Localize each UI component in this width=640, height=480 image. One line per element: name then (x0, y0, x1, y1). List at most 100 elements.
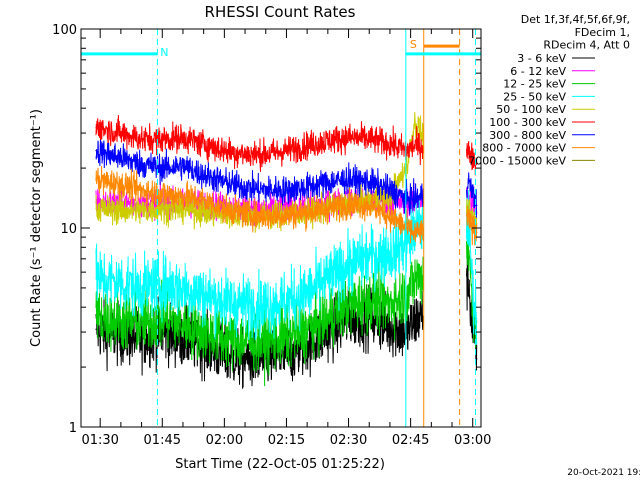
data-point (368, 300, 370, 302)
data-point (285, 150, 288, 152)
data-point (265, 208, 267, 210)
data-point (389, 302, 391, 304)
data-point (161, 167, 163, 169)
data-point (244, 213, 246, 215)
data-point (327, 279, 329, 281)
data-point (161, 138, 163, 140)
data-point (120, 184, 122, 186)
data-point (223, 337, 225, 339)
x-tick-label: 02:00 (206, 433, 243, 448)
data-point (141, 287, 143, 289)
data-point (389, 143, 391, 145)
data-point (203, 210, 205, 213)
data-point (244, 153, 246, 155)
data-point (223, 181, 225, 183)
flag-label-0: N (160, 46, 168, 59)
data-point (476, 163, 478, 165)
data-point (306, 144, 308, 146)
data-point (244, 358, 246, 360)
data-point (141, 337, 143, 339)
x-tick-label: 02:45 (392, 433, 429, 448)
data-point (182, 287, 184, 289)
data-point (95, 315, 97, 317)
data-point (347, 203, 350, 205)
data-point (472, 331, 474, 333)
data-point (347, 304, 350, 306)
data-point (327, 140, 329, 142)
legend-entry-label: 12 - 25 keV (503, 78, 566, 91)
data-point (414, 279, 416, 281)
flag-label-2: S (410, 38, 417, 51)
x-tick-label: 01:45 (144, 433, 181, 448)
data-point (414, 144, 416, 146)
data-point (265, 189, 267, 191)
timestamp: 20-Oct-2021 19:25 (567, 468, 640, 478)
y-tick-label: 10 (60, 222, 77, 237)
data-point (468, 279, 470, 281)
data-point (285, 300, 288, 302)
data-point (306, 328, 308, 330)
series-line-7-0 (95, 165, 425, 244)
legend-entry-label: 300 - 800 keV (489, 129, 566, 142)
data-point (182, 136, 184, 139)
series-line-5-0 (95, 114, 425, 172)
data-point (182, 323, 184, 325)
data-point (468, 219, 470, 221)
data-point (389, 215, 391, 217)
data-point (306, 186, 308, 188)
legend-entry-label: 800 - 7000 keV (482, 142, 566, 155)
data-point (414, 198, 416, 200)
data-point (414, 233, 416, 235)
data-point (223, 300, 225, 302)
legend-entry-label: 50 - 100 keV (496, 103, 566, 116)
y-axis-label: Count Rate (s⁻¹ detector segment⁻¹) (29, 109, 44, 347)
data-point (161, 193, 163, 195)
data-point (161, 208, 163, 210)
data-point (472, 287, 474, 289)
data-point (95, 277, 97, 279)
legend-entry-label: 100 - 300 keV (489, 116, 566, 129)
data-point (203, 294, 205, 296)
data-point (468, 181, 470, 183)
data-point (161, 283, 163, 286)
x-tick-label: 02:15 (268, 433, 305, 448)
data-point (285, 214, 288, 216)
data-point (389, 189, 391, 191)
legend-header-line: RDecim 4, Att 0 (543, 39, 630, 52)
data-point (141, 210, 143, 212)
data-point (203, 143, 205, 145)
legend: Det 1f,3f,4f,5f,6f,9f,FDecim 1,RDecim 4,… (468, 13, 630, 167)
legend-header-line: Det 1f,3f,4f,5f,6f,9f, (521, 13, 630, 26)
data-point (368, 204, 370, 206)
data-point (476, 231, 478, 233)
data-point (203, 174, 205, 176)
data-point (368, 255, 370, 257)
data-point (95, 328, 97, 330)
data-point (95, 208, 97, 210)
data-point (347, 179, 350, 181)
series-layer (95, 112, 478, 389)
data-point (368, 199, 370, 201)
data-point (347, 264, 350, 266)
data-point (306, 211, 308, 213)
y-tick-label: 100 (52, 23, 77, 38)
legend-header-line: FDecim 1, (575, 26, 630, 39)
data-point (468, 151, 470, 153)
series-line-6-0 (95, 139, 425, 215)
data-point (141, 163, 143, 165)
data-point (182, 165, 184, 167)
x-tick-label: 01:30 (81, 433, 118, 448)
data-point (285, 337, 288, 339)
y-tick-label: 1 (69, 421, 77, 436)
data-point (468, 246, 470, 248)
series-line-3-0 (95, 199, 424, 341)
data-point (414, 121, 416, 123)
x-tick-label: 03:00 (454, 433, 491, 448)
data-point (182, 195, 184, 197)
data-point (141, 189, 143, 191)
data-point (120, 132, 122, 134)
data-point (265, 153, 267, 155)
data-point (306, 292, 308, 294)
data-point (203, 331, 205, 333)
x-tick-label: 02:30 (330, 433, 367, 448)
